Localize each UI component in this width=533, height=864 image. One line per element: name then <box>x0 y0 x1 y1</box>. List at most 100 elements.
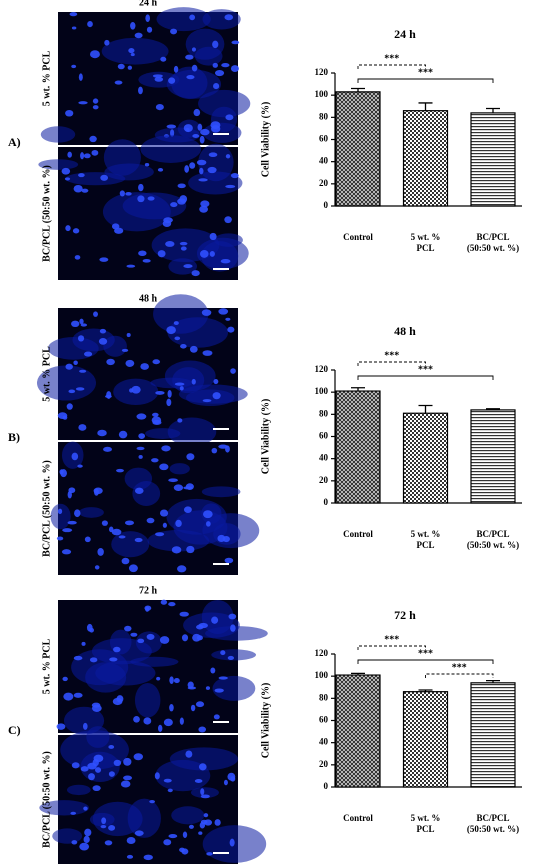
cell-nucleus <box>78 73 83 81</box>
chart-title: 24 h <box>394 27 416 41</box>
cell-nucleus <box>214 69 225 77</box>
cell-nucleus <box>207 166 217 174</box>
cell-nucleus <box>64 177 71 181</box>
cell-nucleus <box>134 830 144 836</box>
cell-nucleus <box>81 641 86 646</box>
cell-nucleus <box>165 241 175 247</box>
cell-nucleus <box>191 47 196 52</box>
cell-nucleus <box>168 77 176 84</box>
x-tick-label-box: BC/PCL (50:50 wt. %) <box>467 529 519 550</box>
cell-nucleus <box>81 188 89 193</box>
cell-nucleus <box>93 487 103 495</box>
cell-nucleus <box>71 762 80 769</box>
cell-nucleus <box>159 636 170 644</box>
cell-nucleus <box>95 767 102 773</box>
cell-nucleus <box>173 65 179 73</box>
cell-nucleus <box>214 819 221 826</box>
chart-title: 72 h <box>394 608 416 622</box>
error-bar <box>486 408 500 410</box>
cell-nucleus <box>177 565 187 573</box>
x-tick-label: 5 wt. % PCL <box>410 232 441 253</box>
micrograph <box>36 294 248 447</box>
significance-bracket <box>357 361 426 366</box>
cell-nucleus <box>80 323 88 327</box>
cell-nucleus <box>83 835 90 844</box>
cell-nucleus <box>179 386 184 391</box>
cell-nucleus <box>157 724 163 732</box>
cell-nucleus <box>106 358 115 366</box>
cell-nucleus <box>126 854 134 859</box>
cell-nucleus <box>88 773 95 781</box>
cell-haze <box>150 377 193 389</box>
cell-nucleus <box>97 547 104 556</box>
error-bar <box>351 87 365 92</box>
cell-nucleus <box>123 775 133 781</box>
image-label: BC/PCL (50:50 wt. %) <box>41 751 52 848</box>
cell-nucleus <box>104 39 110 46</box>
cell-nucleus <box>168 834 178 839</box>
cell-nucleus <box>138 250 147 257</box>
cell-haze <box>140 135 202 163</box>
y-tick-label: 80 <box>319 692 329 702</box>
cell-nucleus <box>162 522 167 528</box>
cell-nucleus <box>91 702 101 708</box>
cell-nucleus <box>210 121 221 130</box>
cell-nucleus <box>111 528 122 536</box>
significance-label: *** <box>418 67 433 78</box>
cell-nucleus <box>116 468 124 473</box>
y-axis-label: Cell Viability (%) <box>260 102 271 178</box>
cell-nucleus <box>199 205 209 213</box>
cell-haze <box>166 498 227 535</box>
cell-nucleus <box>73 184 83 193</box>
cell-nucleus <box>169 703 174 712</box>
cell-nucleus <box>146 633 155 640</box>
cell-nucleus <box>179 241 188 246</box>
cell-haze <box>50 503 71 530</box>
cell-nucleus <box>89 135 97 143</box>
significance-bracket <box>357 375 494 380</box>
significance-label: *** <box>384 350 399 361</box>
cell-nucleus <box>79 369 87 373</box>
cell-nucleus <box>121 557 130 565</box>
y-tick-label: 20 <box>319 475 329 485</box>
cell-nucleus <box>197 123 203 131</box>
time-label: 24 h <box>139 0 158 8</box>
bar <box>402 110 449 207</box>
cell-nucleus <box>166 326 176 335</box>
y-axis-label: Cell Viability (%) <box>260 683 271 759</box>
cell-nucleus <box>92 98 99 104</box>
cell-haze <box>201 486 241 498</box>
cell-nucleus <box>134 32 143 39</box>
cell-nucleus <box>230 624 236 632</box>
cell-nucleus <box>220 259 231 264</box>
cell-nucleus <box>183 124 193 133</box>
cell-nucleus <box>228 613 237 620</box>
cell-nucleus <box>68 389 76 394</box>
x-tick-label: Control <box>343 813 373 823</box>
cell-nucleus <box>229 838 235 847</box>
cell-nucleus <box>198 178 208 182</box>
cell-nucleus <box>209 232 217 241</box>
cell-nucleus <box>192 633 201 642</box>
cell-nucleus <box>213 379 219 385</box>
cell-haze <box>101 37 169 65</box>
cell-nucleus <box>198 763 207 771</box>
cell-nucleus <box>166 124 177 129</box>
cell-nucleus <box>190 704 196 712</box>
cell-nucleus <box>202 350 213 356</box>
micrograph <box>39 726 267 864</box>
cell-nucleus <box>162 220 172 228</box>
y-axis-label: Cell Viability (%) <box>260 399 271 475</box>
cell-nucleus <box>136 446 145 451</box>
cell-nucleus <box>143 717 152 725</box>
cell-nucleus <box>61 167 71 175</box>
cell-nucleus <box>200 819 208 825</box>
cell-nucleus <box>74 255 81 260</box>
cell-nucleus <box>195 701 205 708</box>
cell-nucleus <box>179 195 188 203</box>
cell-nucleus <box>83 153 91 159</box>
cell-nucleus <box>75 387 85 391</box>
cell-nucleus <box>103 446 112 452</box>
cell-nucleus <box>184 165 190 173</box>
cell-nucleus <box>159 509 169 517</box>
